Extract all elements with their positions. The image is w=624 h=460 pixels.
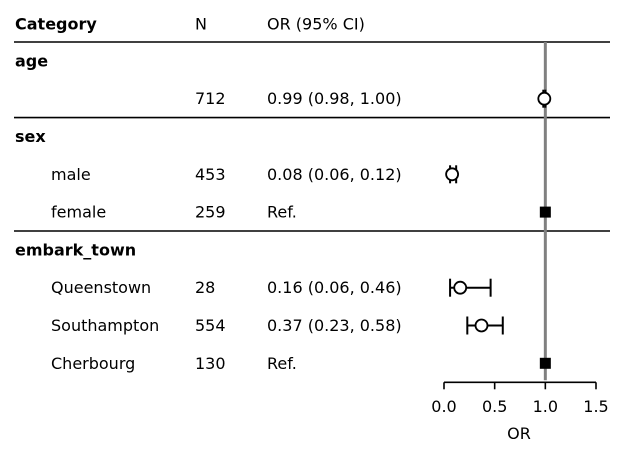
row-or-text: 0.99 (0.98, 1.00) bbox=[267, 89, 402, 108]
or-point bbox=[537, 91, 552, 106]
reference-marker bbox=[539, 357, 551, 369]
row-or-text: 0.37 (0.23, 0.58) bbox=[267, 316, 402, 335]
row-label: female bbox=[51, 203, 106, 222]
row-n: 453 bbox=[195, 165, 226, 184]
row-n: 130 bbox=[195, 354, 226, 373]
row-label: Southampton bbox=[51, 316, 159, 335]
row-n: 554 bbox=[195, 316, 226, 335]
row-label: Queenstown bbox=[51, 278, 151, 297]
or-point bbox=[445, 167, 460, 182]
or-point bbox=[453, 280, 468, 295]
group-label: age bbox=[15, 51, 48, 70]
group-label: embark_town bbox=[15, 240, 136, 259]
row-or-text: 0.08 (0.06, 0.12) bbox=[267, 165, 402, 184]
x-tick-label: 0.0 bbox=[431, 397, 456, 416]
x-tick-label: 0.5 bbox=[482, 397, 507, 416]
x-axis-label: OR bbox=[507, 424, 531, 443]
row-or-text: 0.16 (0.06, 0.46) bbox=[267, 278, 402, 297]
row-or-text: Ref. bbox=[267, 203, 297, 222]
row-label: male bbox=[51, 165, 91, 184]
header-or-ci: OR (95% CI) bbox=[267, 15, 365, 34]
x-tick-label: 1.0 bbox=[533, 397, 558, 416]
x-tick-label: 1.5 bbox=[583, 397, 608, 416]
reference-marker bbox=[539, 206, 551, 218]
row-label: Cherbourg bbox=[51, 354, 135, 373]
header-category: Category bbox=[15, 15, 97, 34]
or-point bbox=[474, 318, 489, 333]
row-n: 259 bbox=[195, 203, 226, 222]
x-axis: 0.0 0.5 1.0 1.5 OR bbox=[431, 381, 609, 443]
row-n: 712 bbox=[195, 89, 226, 108]
group-label: sex bbox=[15, 127, 46, 146]
row-n: 28 bbox=[195, 278, 215, 297]
row-or-text: Ref. bbox=[267, 354, 297, 373]
header-n: N bbox=[195, 15, 207, 34]
